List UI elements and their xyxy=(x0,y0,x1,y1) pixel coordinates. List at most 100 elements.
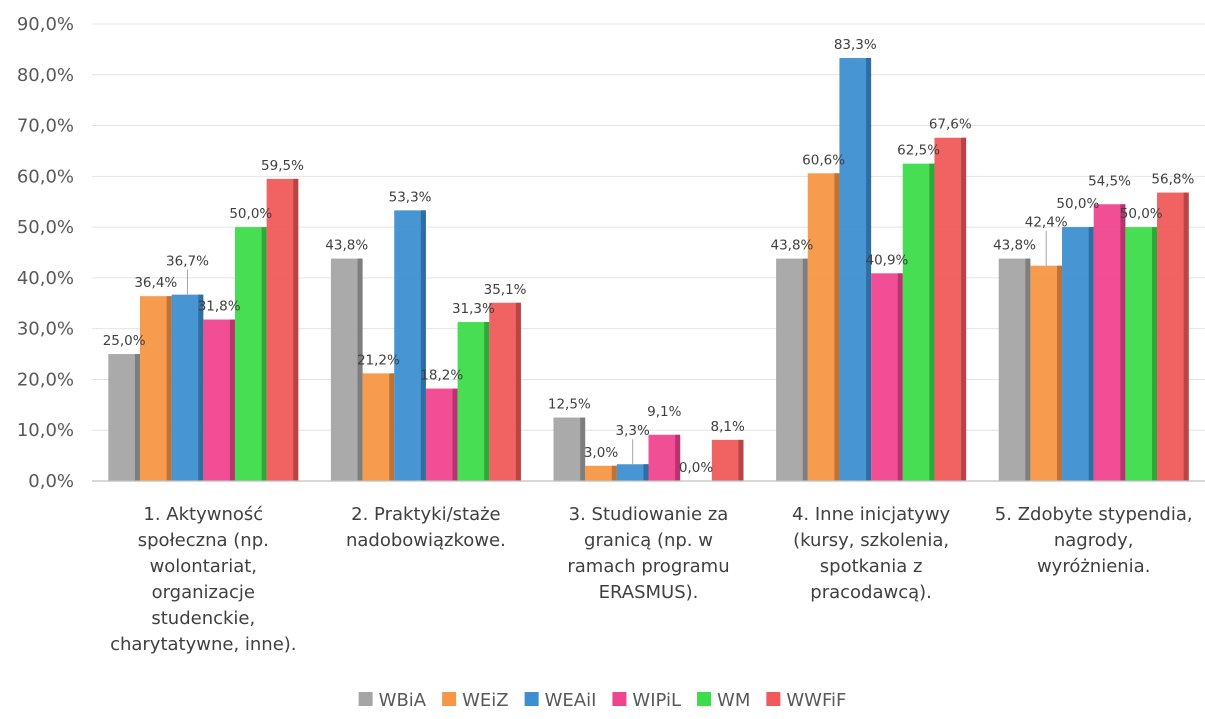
bar-edge-shadow xyxy=(580,417,586,481)
legend-swatch xyxy=(524,692,539,706)
bar-edge-shadow xyxy=(389,373,395,481)
bar-edge-shadow xyxy=(1152,227,1158,481)
data-label: 43,8% xyxy=(325,238,368,254)
bar xyxy=(266,178,299,481)
bar-edge-shadow xyxy=(1183,192,1189,482)
category-label: 4. Inne inicjatywy xyxy=(792,504,951,525)
category-label: 1. Aktywność xyxy=(143,504,263,525)
bar-edge-shadow xyxy=(738,439,744,481)
bar xyxy=(998,258,1031,481)
data-label: 3,0% xyxy=(584,445,618,461)
data-label: 36,4% xyxy=(134,275,177,291)
legend-swatch xyxy=(612,692,627,706)
category-label: wyróżnienia. xyxy=(1037,556,1150,577)
bar xyxy=(139,296,172,481)
category-label: ramach programu xyxy=(567,556,729,577)
data-label: 0,0% xyxy=(679,460,713,476)
category-label: granicą (np. w xyxy=(584,530,713,551)
bar xyxy=(553,417,586,481)
data-label: 50,0% xyxy=(229,206,272,222)
bar xyxy=(1093,204,1126,481)
data-label: 25,0% xyxy=(103,333,146,349)
y-tick-label: 90,0% xyxy=(17,14,74,35)
bar xyxy=(425,388,458,481)
bar-edge-shadow xyxy=(1120,204,1126,481)
data-label: 31,8% xyxy=(198,299,241,315)
bar xyxy=(108,354,140,481)
category-label: 3. Studiowanie za xyxy=(569,504,729,525)
legend-swatch xyxy=(442,692,457,706)
category-label: 5. Zdobyte stypendia, xyxy=(995,504,1193,525)
category-label: ERASMUS). xyxy=(599,582,699,603)
category-labels: 1. Aktywność społeczna (np. wolontariat, or… xyxy=(110,504,1193,655)
legend-swatch xyxy=(766,692,781,706)
legend-label: WEAiI xyxy=(545,690,597,711)
data-label: 56,8% xyxy=(1151,172,1194,188)
data-label: 43,8% xyxy=(770,238,813,254)
data-label: 35,1% xyxy=(484,282,527,298)
bar-edge-shadow xyxy=(420,210,426,482)
category-label: wolontariat, xyxy=(150,556,257,577)
data-label: 40,9% xyxy=(865,252,908,268)
bar-edge-shadow xyxy=(293,178,299,481)
data-label: 3,3% xyxy=(616,423,650,439)
category-label: 2. Praktyki/staże xyxy=(351,504,500,525)
bar-edge-shadow xyxy=(1088,227,1094,481)
category-label: (kursy, szkolenia, xyxy=(793,530,949,551)
bar xyxy=(934,137,967,481)
legend-swatch xyxy=(697,692,712,706)
y-tick-label: 40,0% xyxy=(17,268,74,289)
bar xyxy=(585,465,617,481)
bar xyxy=(776,258,808,481)
y-tick-label: 80,0% xyxy=(17,65,74,86)
data-label: 18,2% xyxy=(420,368,463,384)
data-label: 43,8% xyxy=(993,238,1036,254)
bar-edge-shadow xyxy=(1057,265,1063,481)
y-tick-label: 60,0% xyxy=(17,166,74,187)
bar xyxy=(807,173,840,481)
category-label: pracodawcą). xyxy=(810,582,932,603)
data-label: 83,3% xyxy=(834,37,877,53)
data-label: 59,5% xyxy=(261,158,304,174)
y-tick-label: 50,0% xyxy=(17,217,74,238)
y-tick-label: 10,0% xyxy=(17,420,74,441)
category-label: spotkania z xyxy=(820,556,923,577)
legend-swatch xyxy=(358,692,373,706)
bar-edge-shadow xyxy=(198,294,204,481)
data-label: 50,0% xyxy=(1056,196,1099,212)
bar-edge-shadow xyxy=(643,464,649,481)
bar xyxy=(648,434,681,481)
bar xyxy=(1030,265,1063,481)
y-tick-label: 0,0% xyxy=(28,471,74,492)
bar xyxy=(616,464,649,481)
bar-edge-shadow xyxy=(866,58,872,481)
legend: WBiA WEiZ WEAiI WIPiL WM WWFiF xyxy=(358,690,846,711)
legend-label: WM xyxy=(717,690,750,711)
y-tick-label: 30,0% xyxy=(17,319,74,340)
data-label: 8,1% xyxy=(711,419,745,435)
legend-label: WEiZ xyxy=(462,690,509,711)
data-labels: 25,0% 36,4% 36,7% 31,8% 50,0% 59,5% 43,8% 21,2%… xyxy=(103,37,1195,476)
bar xyxy=(871,273,903,481)
legend-label: WWFiF xyxy=(786,690,846,711)
category-label: nadobowiązkowe. xyxy=(346,530,506,551)
category-label: organizacje xyxy=(152,582,255,603)
y-axis-ticks: 0,0% 10,0% 20,0% 30,0% 40,0% 50,0% 60,0% 70,0% 8… xyxy=(17,14,74,492)
bar-edge-shadow xyxy=(802,258,808,481)
bar xyxy=(902,163,935,481)
bar-edge-shadow xyxy=(166,296,172,481)
data-label: 36,7% xyxy=(166,254,209,270)
data-label: 31,3% xyxy=(452,301,495,317)
bar-edge-shadow xyxy=(134,354,140,481)
data-label: 9,1% xyxy=(647,404,681,420)
bar xyxy=(1125,227,1158,481)
label-leader-lines xyxy=(186,230,1047,465)
bar xyxy=(203,319,235,481)
bar-edge-shadow xyxy=(929,163,935,481)
bar xyxy=(171,294,204,481)
data-label: 50,0% xyxy=(1120,206,1163,222)
data-label: 54,5% xyxy=(1088,173,1131,189)
bar-edge-shadow xyxy=(452,388,458,481)
bar xyxy=(489,302,521,481)
